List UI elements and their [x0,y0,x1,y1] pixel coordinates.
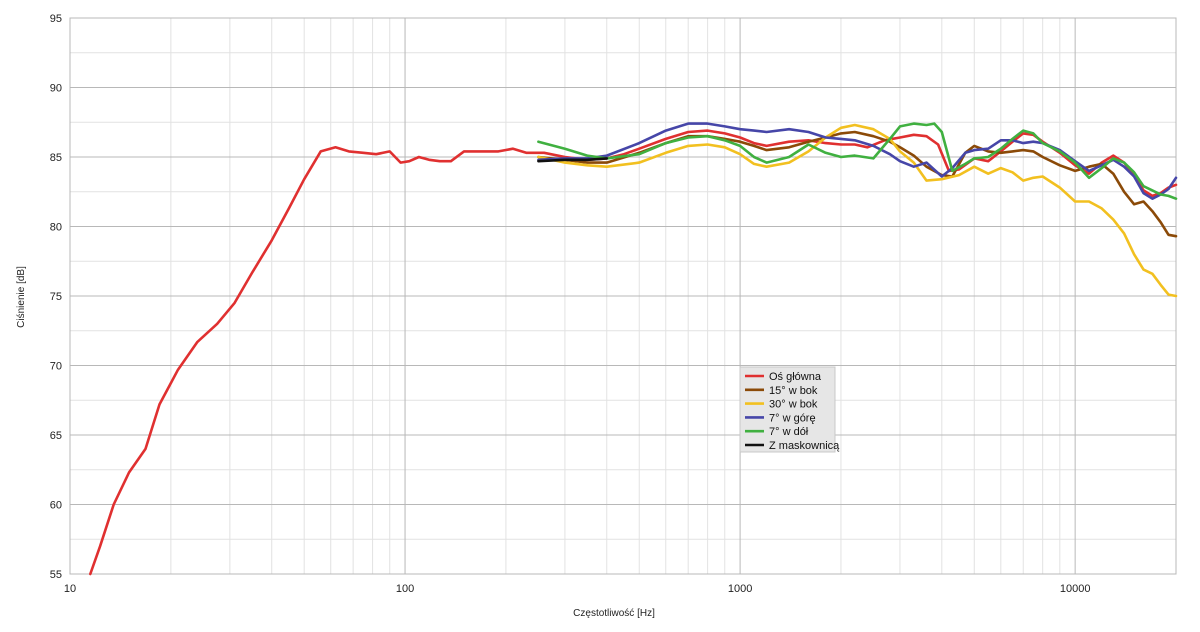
y-tick-label: 85 [50,152,62,164]
x-tick-label: 1000 [728,583,752,595]
y-axis-label: Ciśnienie [dB] [16,266,27,328]
y-tick-label: 95 [50,13,62,25]
legend-label: Z maskownicą [769,440,840,452]
series-line [537,123,1178,298]
y-tick-label: 90 [50,83,62,95]
series-line [537,122,1178,200]
y-tick-label: 65 [50,430,62,442]
x-tick-label: 10 [64,583,76,595]
legend-label: 7° w dół [769,426,809,438]
series-lines [89,122,1178,576]
legend-label: Oś główna [769,371,822,383]
x-axis-label: Częstotliwość [Hz] [573,608,655,619]
y-tick-label: 70 [50,361,62,373]
legend-label: 7° w górę [769,412,816,424]
x-tick-label: 100 [396,583,414,595]
legend-label: 30° w bok [769,399,818,411]
legend-box [739,366,836,453]
y-tick-label: 60 [50,500,62,512]
x-axis-ticks: 10 100 1000 10000 [64,583,1091,595]
y-tick-label: 55 [50,569,62,581]
series-line [537,157,609,163]
y-axis-ticks: 55 60 65 70 75 80 85 90 95 [50,13,62,581]
x-tick-label: 10000 [1060,583,1091,595]
y-tick-label: 75 [50,291,62,303]
y-tick-label: 80 [50,222,62,234]
legend-label: 15° w bok [769,385,818,397]
